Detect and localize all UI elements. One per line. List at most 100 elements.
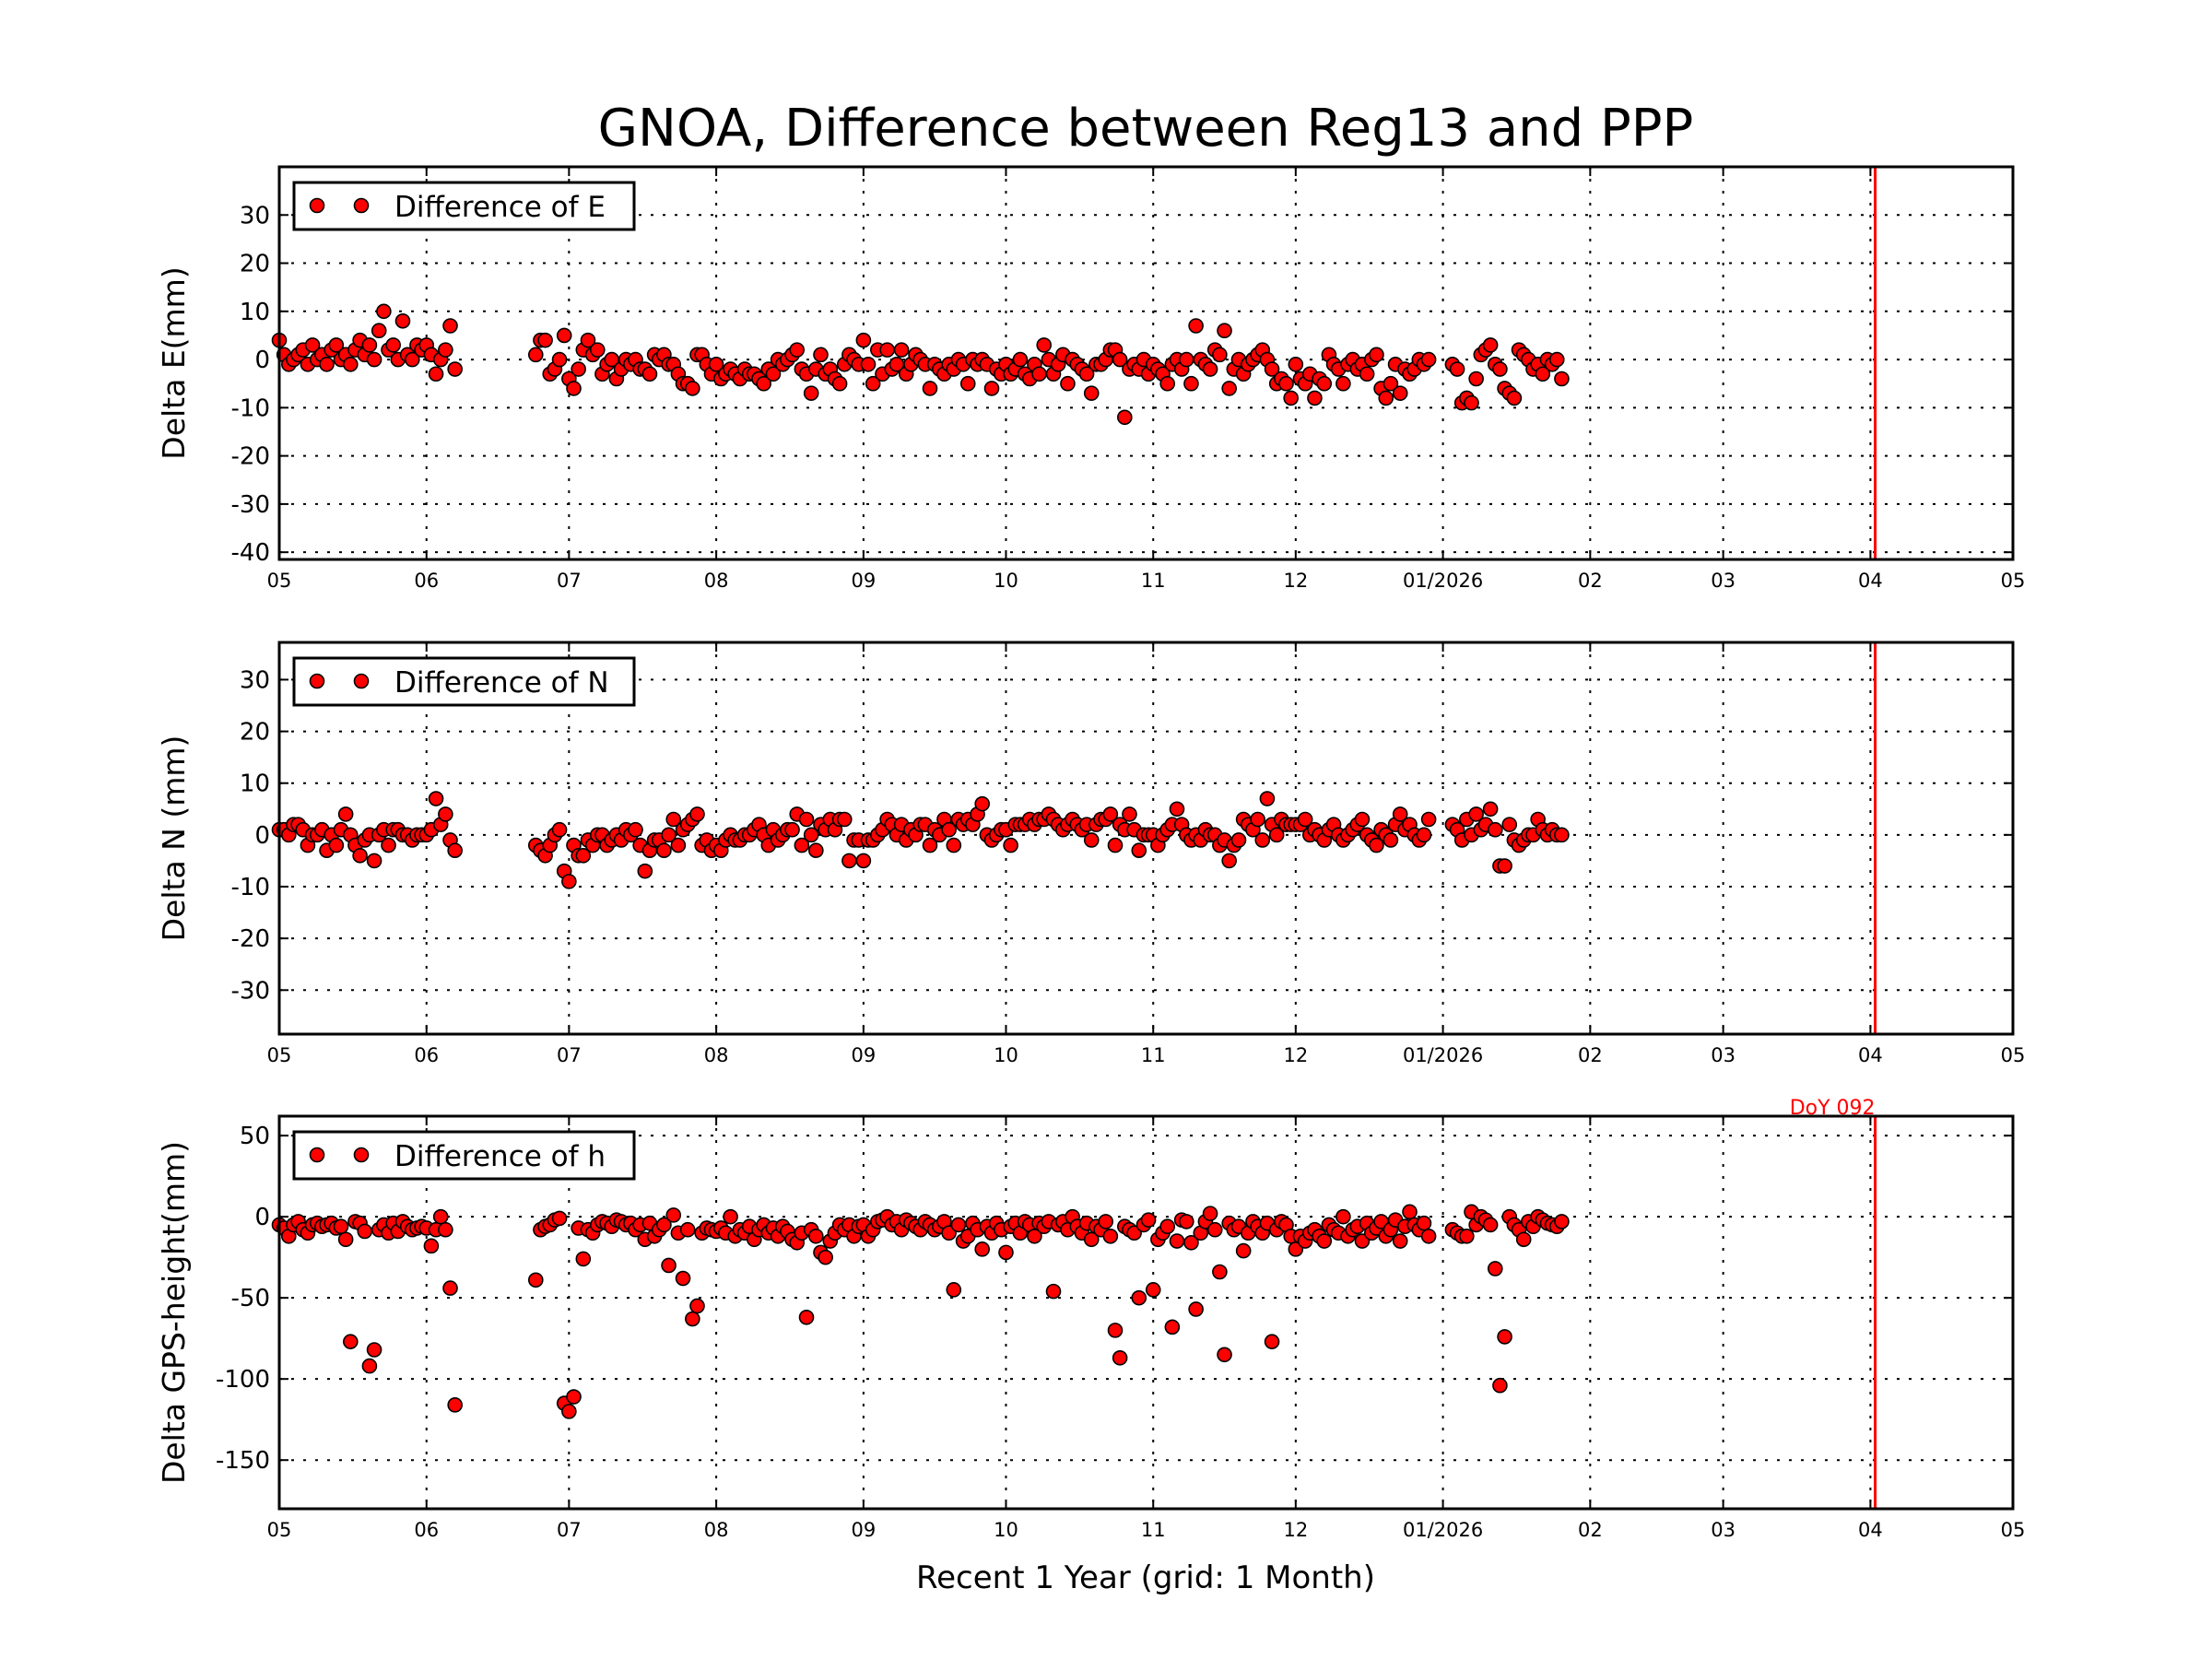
- data-point: [438, 342, 453, 358]
- data-point: [1183, 1235, 1199, 1251]
- y-tick-label: -30: [231, 977, 270, 1005]
- data-point: [974, 1241, 991, 1257]
- data-point: [1098, 1214, 1113, 1230]
- legend: Difference of N: [292, 656, 636, 707]
- data-point: [361, 1358, 378, 1374]
- data-point: [1548, 351, 1565, 368]
- y-tick-label: 0: [254, 822, 270, 850]
- data-point: [527, 347, 544, 363]
- x-tick-label: 07: [557, 570, 582, 592]
- data-point: [1045, 1283, 1062, 1300]
- data-point: [1102, 806, 1119, 822]
- x-tick-label: 05: [267, 1044, 292, 1066]
- chart-title: GNOA, Difference between Reg13 and PPP: [598, 99, 1694, 159]
- data-point: [1206, 1221, 1223, 1238]
- data-point: [1378, 390, 1394, 406]
- data-point: [376, 303, 392, 320]
- data-point: [371, 323, 387, 339]
- legend-marker: [353, 673, 370, 689]
- data-point: [656, 842, 672, 858]
- data-point: [343, 1334, 359, 1349]
- data-point: [1031, 366, 1047, 382]
- data-point: [556, 327, 572, 344]
- data-point: [1382, 375, 1399, 392]
- data-point: [1179, 351, 1194, 368]
- data-point: [1392, 385, 1408, 401]
- data-point: [1354, 811, 1371, 828]
- data-point: [1369, 347, 1384, 363]
- data-point: [1188, 318, 1204, 334]
- data-point: [447, 842, 463, 858]
- data-point: [865, 375, 881, 392]
- legend-marker: [353, 1147, 370, 1163]
- y-tick-label: 30: [240, 666, 270, 694]
- data-point: [428, 366, 444, 382]
- x-tick-label: 04: [1858, 570, 1883, 592]
- data-point: [366, 1342, 382, 1358]
- data-point: [423, 1238, 440, 1254]
- data-point: [1402, 1204, 1418, 1220]
- data-point: [1140, 1212, 1157, 1228]
- data-point: [1131, 1289, 1147, 1306]
- data-point: [366, 853, 382, 869]
- x-tick-label: 06: [414, 1519, 439, 1541]
- data-point: [1235, 1242, 1252, 1259]
- x-axis-label: Recent 1 Year (grid: 1 Month): [916, 1559, 1375, 1596]
- data-point: [665, 811, 682, 828]
- data-point: [637, 863, 653, 879]
- data-point: [1250, 811, 1265, 828]
- data-point: [808, 1228, 824, 1244]
- data-point: [575, 848, 592, 864]
- data-point: [808, 842, 824, 858]
- data-point: [983, 381, 1000, 396]
- data-point: [855, 332, 872, 348]
- data-point: [1254, 832, 1271, 848]
- data-point: [1482, 337, 1499, 353]
- data-point: [1217, 323, 1232, 339]
- data-point: [656, 1217, 672, 1233]
- data-point: [893, 342, 910, 358]
- x-tick-label: 05: [2001, 1044, 2026, 1066]
- data-point: [661, 1257, 677, 1274]
- data-point: [566, 1389, 582, 1405]
- data-point: [551, 351, 568, 368]
- data-point: [685, 381, 700, 396]
- x-tick-label: 01/2026: [1403, 1519, 1483, 1541]
- data-point: [665, 1207, 682, 1223]
- legend-marker: [309, 197, 325, 214]
- data-point: [1164, 1319, 1181, 1335]
- y-tick-label: 0: [254, 1204, 270, 1231]
- data-point: [860, 357, 877, 372]
- x-tick-label: 05: [267, 1519, 292, 1541]
- legend-box: [292, 656, 636, 707]
- data-point: [1482, 1217, 1499, 1233]
- panels: 05 06 07 08 09 10 11 12 01/2026 02 03 04 05 -40 -30 -20…: [156, 165, 2026, 1541]
- data-point: [784, 821, 800, 838]
- data-point: [1297, 811, 1313, 828]
- y-axis-label: Delta GPS-height(mm): [156, 1141, 192, 1484]
- data-point: [998, 1244, 1014, 1261]
- x-tick-label: 08: [704, 1519, 729, 1541]
- x-tick-label: 07: [557, 1519, 582, 1541]
- data-point: [1268, 827, 1285, 843]
- data-point: [394, 312, 411, 329]
- y-tick-label: -40: [231, 539, 270, 567]
- data-point: [1117, 409, 1133, 426]
- y-tick-label: 50: [240, 1123, 270, 1150]
- data-point: [527, 1272, 544, 1288]
- x-tick-label: 04: [1858, 1044, 1883, 1066]
- data-point: [1264, 361, 1280, 377]
- data-point: [1122, 806, 1137, 822]
- data-point: [1492, 1377, 1508, 1394]
- data-point: [798, 1309, 815, 1325]
- data-point: [959, 375, 976, 392]
- data-point: [675, 1270, 691, 1287]
- data-point: [1107, 1323, 1124, 1338]
- data-point: [1202, 361, 1218, 377]
- data-point: [328, 337, 345, 353]
- data-point: [946, 1282, 962, 1298]
- data-point: [1506, 390, 1523, 406]
- data-point: [641, 366, 658, 382]
- y-tick-label: -50: [231, 1285, 270, 1312]
- data-point: [1179, 1214, 1194, 1230]
